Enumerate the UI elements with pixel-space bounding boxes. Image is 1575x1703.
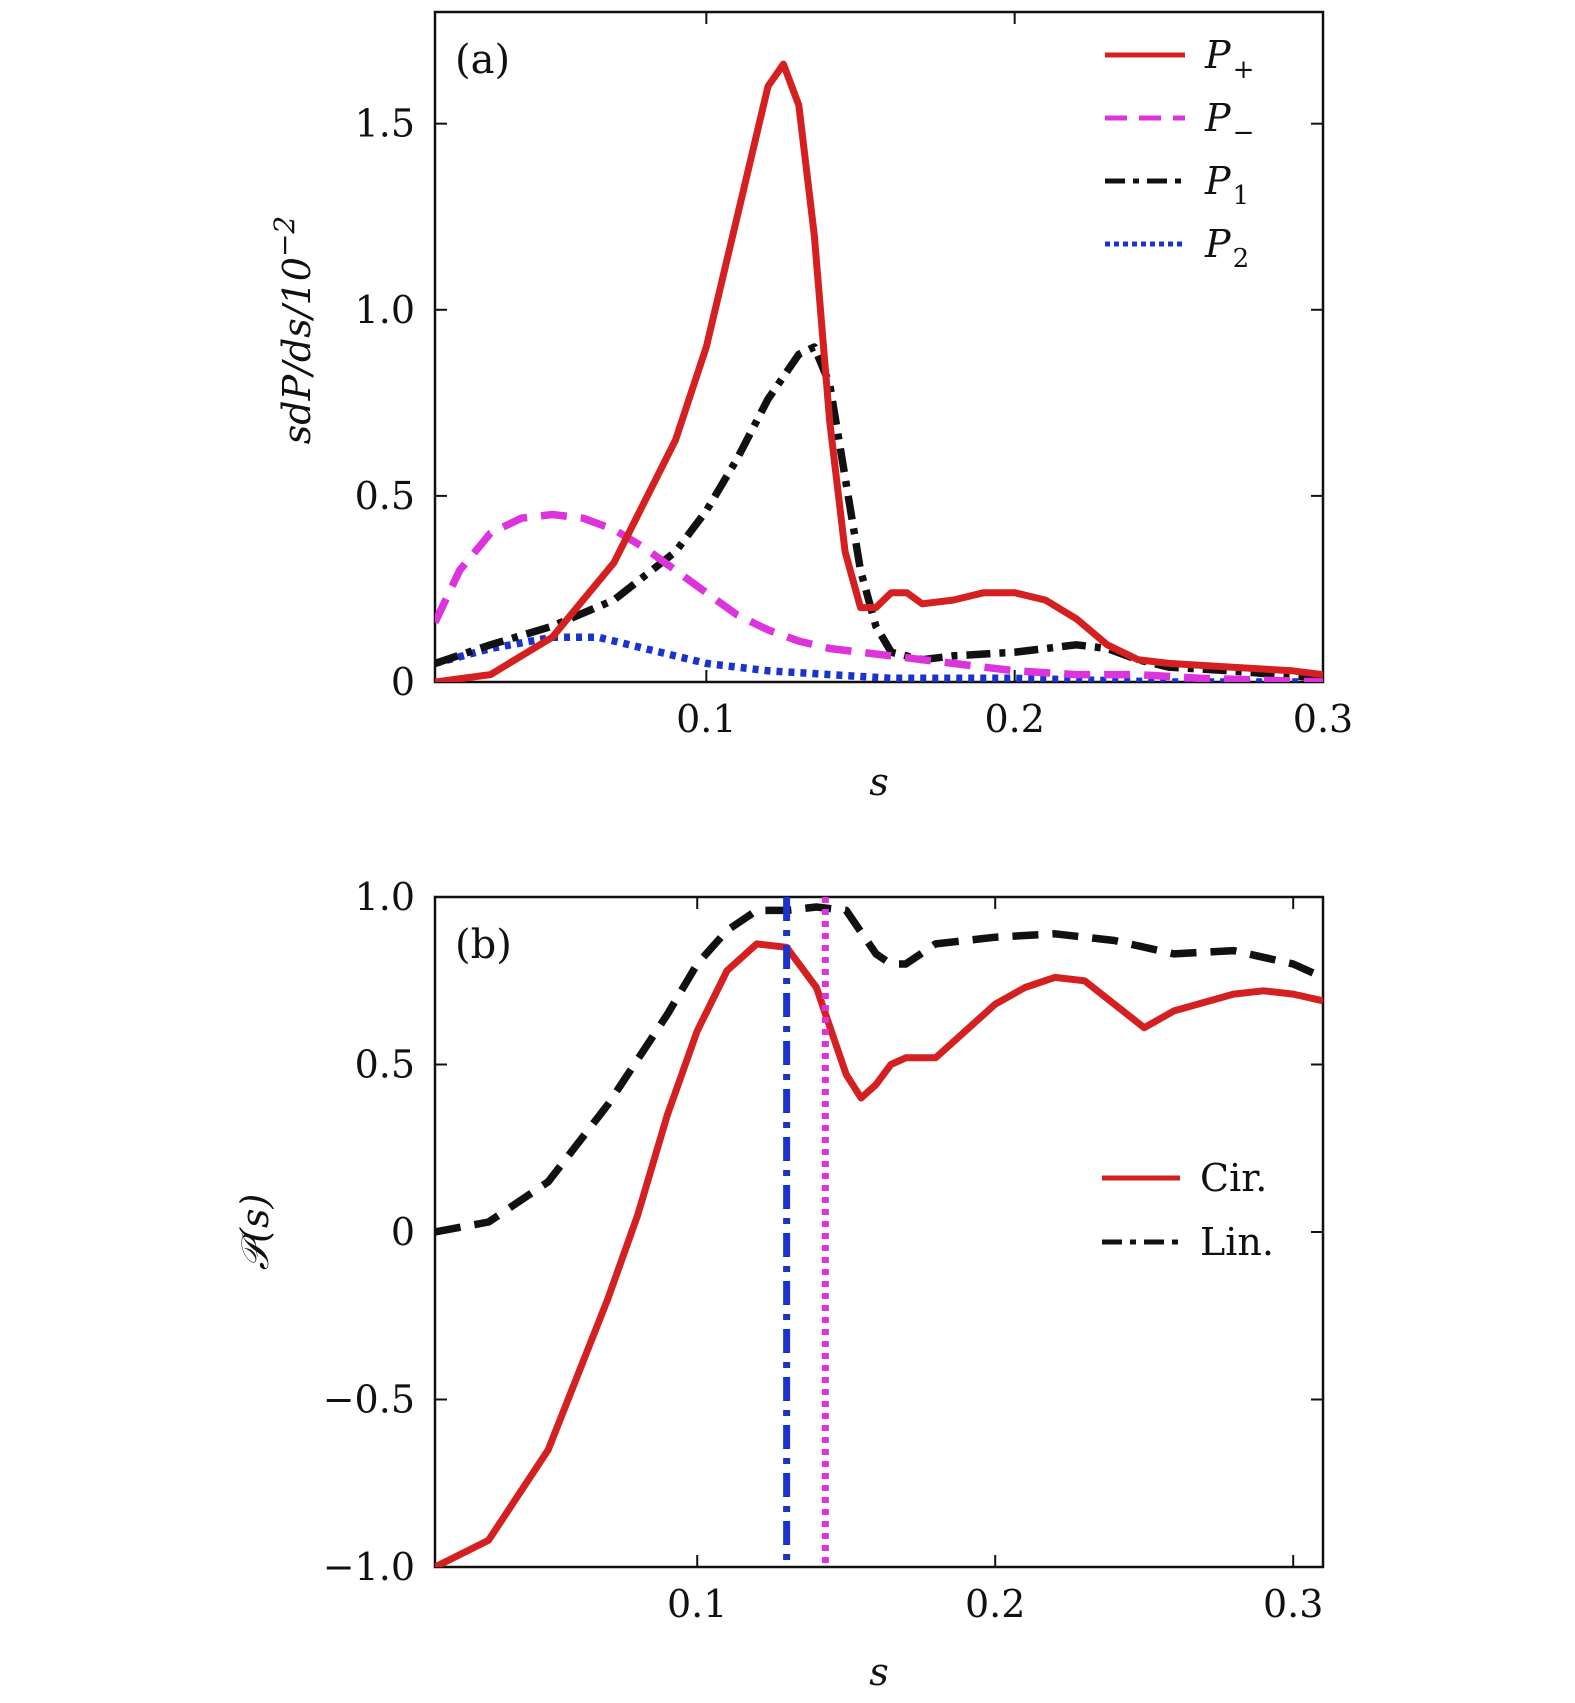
- panel-b-series: [435, 897, 1323, 1567]
- series-line-p-: [435, 60, 1323, 682]
- panel-b-label: (b): [455, 922, 512, 968]
- panel-b-ticks: 0.1 0.2 0.3 −1.0 −0.5 0 0.5 1.0: [323, 875, 1324, 1626]
- svg-text:sdP/ds/10−2: sdP/ds/10−2: [268, 216, 319, 444]
- panel-b-ytick-label: 0.5: [355, 1043, 415, 1087]
- legend-label: P−: [1204, 96, 1254, 148]
- panel-a-xtick-label: 0.3: [1293, 697, 1353, 741]
- panel-b-ytick-label: −0.5: [323, 1378, 415, 1422]
- panel-b-xtick-label: 0.2: [965, 1582, 1025, 1626]
- panel-a-ylabel-exponent: −2: [268, 216, 301, 257]
- panel-b-frame: [433, 895, 1325, 1569]
- legend-label: P1: [1204, 159, 1249, 211]
- legend-label: Cir.: [1200, 1156, 1267, 1200]
- panel-a-series: [435, 60, 1323, 682]
- legend-label: P2: [1204, 222, 1249, 274]
- panel-a-ticks: 0.1 0.2 0.3 0 0.5 1.0 1.5: [355, 12, 1353, 741]
- panel-b-ytick-label: −1.0: [323, 1545, 415, 1589]
- panel-a: 0.1 0.2 0.3 0 0.5 1.0 1.5 (a) P+ P− P1 P2 s sdP/d…: [268, 10, 1353, 804]
- series-line-p2: [435, 633, 1323, 682]
- panel-a-ytick-label: 0: [391, 660, 415, 704]
- panel-b: 0.1 0.2 0.3−1.0−0.500.51.0 (b) Cir.Lin. s …: [233, 875, 1325, 1694]
- panel-b-xtick-label: 0.3: [1263, 1582, 1323, 1626]
- series-line-cir-: [435, 940, 1323, 1567]
- panel-a-ylabel: sdP/ds/10−2: [268, 216, 319, 444]
- legend-label: P+: [1204, 33, 1254, 85]
- panel-a-legend: P+ P− P1 P2: [1105, 33, 1254, 274]
- series-line-p1: [435, 343, 1323, 682]
- series-line-p-: [435, 510, 1323, 682]
- panel-a-xlabel: s: [869, 760, 889, 804]
- panel-a-ytick-label: 1.0: [355, 288, 415, 332]
- series-line-lin-: [435, 903, 1323, 1236]
- panel-b-ylabel: 𝒫(s): [233, 1194, 277, 1271]
- panel-b-ylabel-text: 𝒫(s): [233, 1194, 277, 1271]
- panel-b-ytick-label: 1.0: [355, 875, 415, 919]
- panel-a-ytick-label: 1.5: [355, 102, 415, 146]
- panel-a-ylabel-text: sdP/ds/10: [275, 257, 319, 444]
- panel-a-xtick-label: 0.1: [676, 697, 736, 741]
- panel-a-label: (a): [455, 37, 510, 83]
- panel-a-ytick-label: 0.5: [355, 474, 415, 518]
- legend-label: Lin.: [1200, 1220, 1274, 1264]
- panel-b-ytick-label: 0: [391, 1210, 415, 1254]
- panel-a-xtick-label: 0.2: [984, 697, 1044, 741]
- panel-b-legend: Cir. Lin.: [1102, 1156, 1274, 1264]
- panel-b-xtick-label: 0.1: [667, 1582, 727, 1626]
- panel-a-frame: [433, 10, 1325, 684]
- panel-b-xlabel: s: [869, 1650, 889, 1694]
